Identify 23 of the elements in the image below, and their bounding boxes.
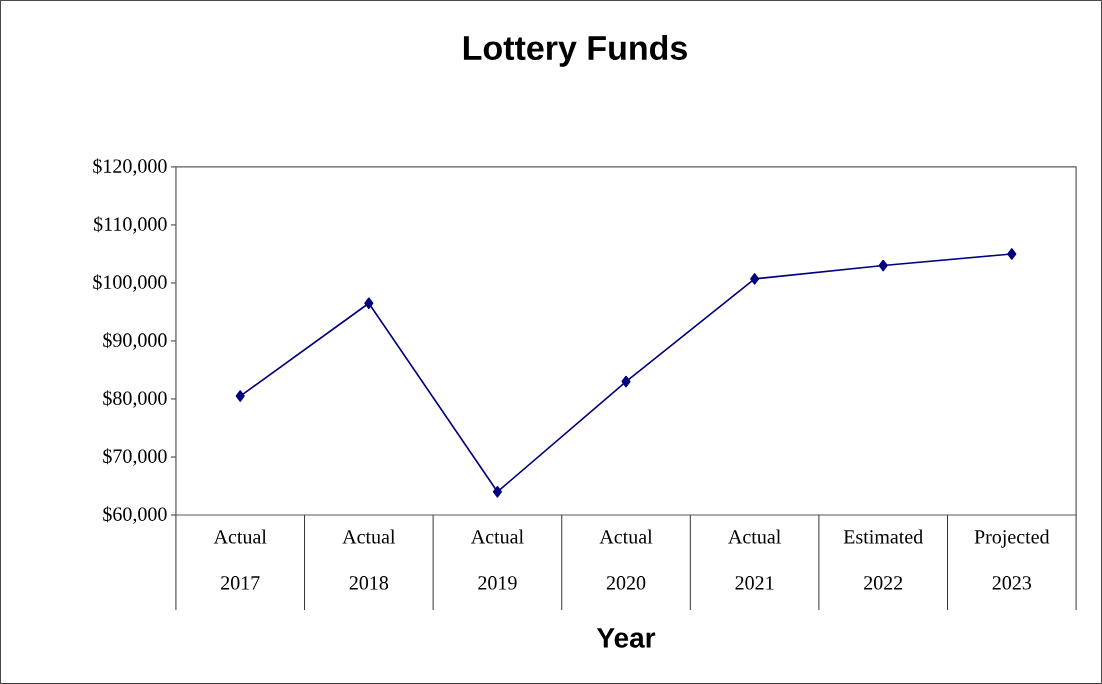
y-tick-label: $60,000 — [103, 506, 167, 524]
category-label: Actual 2018 — [342, 529, 396, 590]
category-label: Estimated 2022 — [843, 529, 923, 590]
point — [364, 297, 374, 310]
x-axis-title: Year — [596, 628, 656, 648]
point — [235, 390, 245, 402]
chart-title: Lottery Funds — [463, 35, 687, 67]
category-label: Actual 2021 — [728, 529, 781, 590]
y-tick-label: $120,000 — [93, 158, 167, 176]
category-label: Actual 2019 — [470, 529, 524, 590]
category-label: Actual 2017 — [213, 529, 267, 590]
y-tick-label: $100,000 — [93, 274, 167, 292]
point — [621, 375, 631, 388]
point — [492, 486, 502, 498]
category-label: Projected 2023 — [974, 529, 1050, 590]
y-tick-label: $80,000 — [103, 390, 167, 408]
y-tick-label: $110,000 — [93, 216, 167, 234]
y-tick-label: $90,000 — [103, 332, 167, 350]
category-label: Actual 2020 — [599, 529, 653, 590]
point — [1007, 248, 1017, 260]
point — [750, 273, 760, 285]
point — [878, 259, 888, 272]
y-tick-label: $70,000 — [103, 448, 167, 466]
